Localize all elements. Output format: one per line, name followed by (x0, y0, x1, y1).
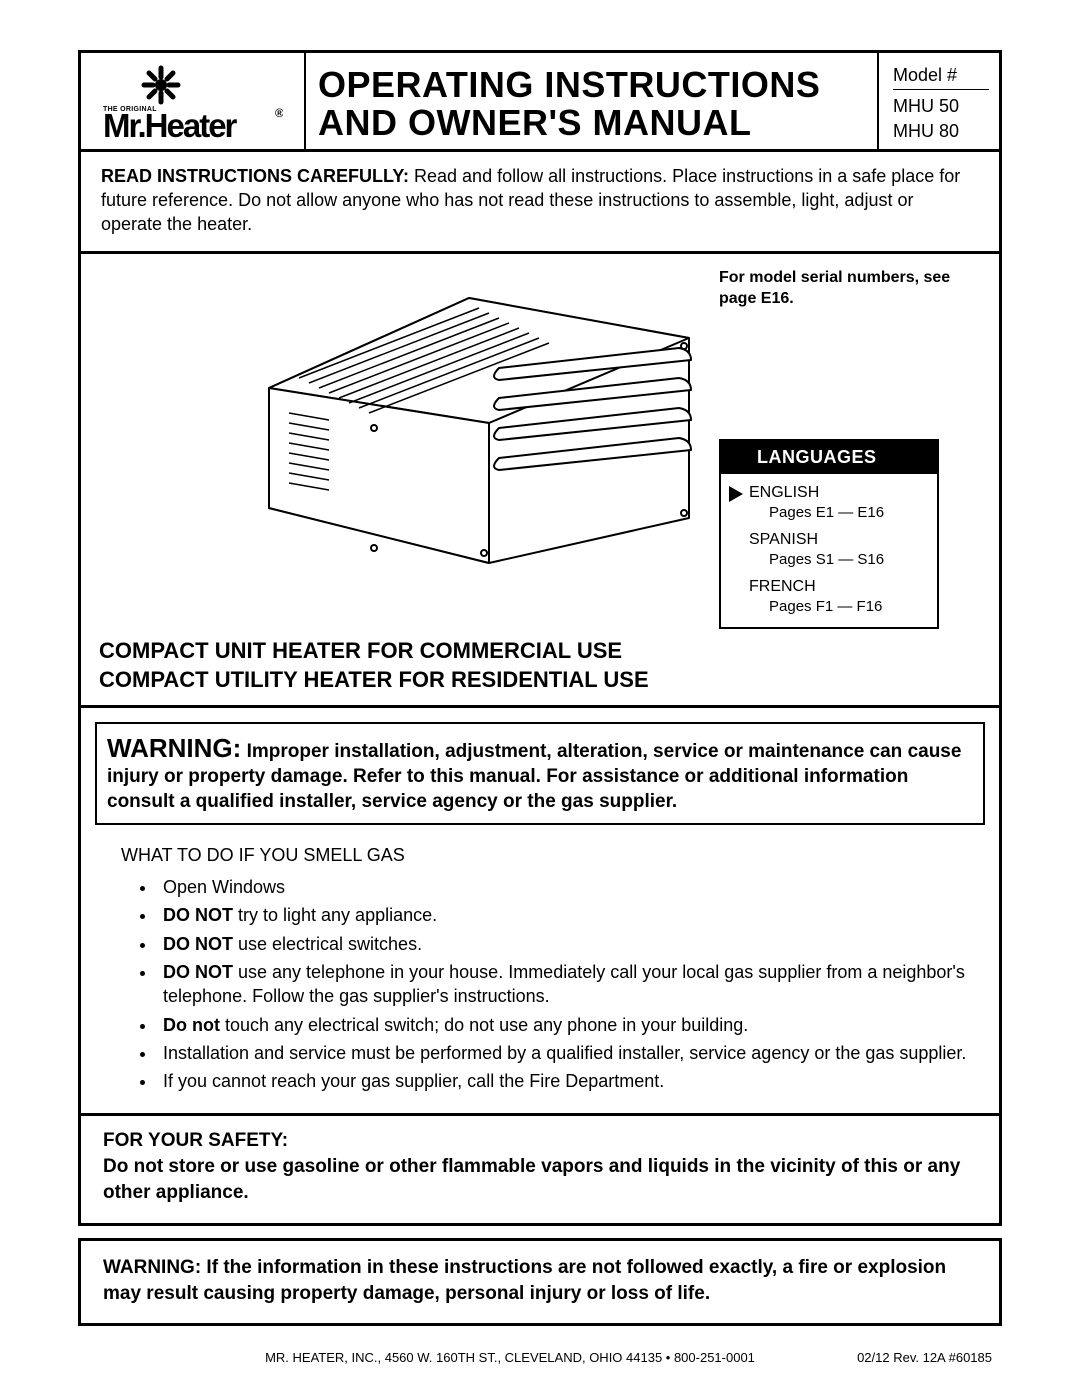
languages-box: LANGUAGES ENGLISH Pages E1 — E16 SPANISH… (719, 439, 939, 629)
gas-item-text: try to light any appliance. (233, 905, 437, 925)
warning-box-2: WARNING: If the information in these ins… (78, 1238, 1002, 1325)
language-item-french: FRENCH Pages F1 — F16 (731, 578, 927, 615)
gas-item-bold: DO NOT (163, 934, 233, 954)
model-label: Model # (893, 63, 989, 87)
language-pages: Pages F1 — F16 (749, 598, 927, 615)
safety-lead: FOR YOUR SAFETY: (103, 1128, 977, 1154)
hero-right-column: For model serial numbers, see page E16. … (709, 268, 981, 630)
model-divider (893, 89, 989, 90)
language-pages: Pages S1 — S16 (749, 551, 927, 568)
gas-item-text: Installation and service must be perform… (163, 1043, 966, 1063)
hero-row: For model serial numbers, see page E16. … (99, 268, 981, 630)
gas-item: Installation and service must be perform… (157, 1041, 971, 1065)
footer-revision: 02/12 Rev. 12A #60185 (772, 1350, 992, 1365)
gas-smell-section: WHAT TO DO IF YOU SMELL GAS Open Windows… (81, 825, 999, 1108)
gas-item: DO NOT use any telephone in your house. … (157, 960, 971, 1009)
gas-item-text: touch any electrical switch; do not use … (220, 1015, 748, 1035)
title-line-1: OPERATING INSTRUCTIONS (318, 66, 865, 104)
gas-item: DO NOT try to light any appliance. (157, 903, 971, 927)
read-instructions-box: READ INSTRUCTIONS CAREFULLY: Read and fo… (81, 152, 999, 254)
mid-section: For model serial numbers, see page E16. … (81, 254, 999, 708)
gas-smell-list: Open Windows DO NOT try to light any app… (121, 875, 971, 1093)
warning-box-1: WARNING: Improper installation, adjustme… (95, 722, 985, 825)
gas-item: Do not touch any electrical switch; do n… (157, 1013, 971, 1037)
model-cell: Model # MHU 50 MHU 80 (879, 53, 999, 149)
gas-smell-title: WHAT TO DO IF YOU SMELL GAS (121, 843, 971, 867)
footer-company: MR. HEATER, INC., 4560 W. 160TH ST., CLE… (88, 1350, 772, 1365)
gas-item: Open Windows (157, 875, 971, 899)
subtitle-line-1: COMPACT UNIT HEATER FOR COMMERCIAL USE (99, 637, 981, 666)
title-line-2: AND OWNER'S MANUAL (318, 104, 865, 142)
language-item-spanish: SPANISH Pages S1 — S16 (731, 531, 927, 568)
gas-item: If you cannot reach your gas supplier, c… (157, 1069, 971, 1093)
hero-left-spacer (99, 268, 239, 630)
language-pages: Pages E1 — E16 (749, 504, 927, 521)
gas-item-bold: Do not (163, 1015, 220, 1035)
languages-body: ENGLISH Pages E1 — E16 SPANISH Pages S1 … (721, 474, 937, 627)
gas-item-text: use electrical switches. (233, 934, 422, 954)
svg-text:Mr.Heater: Mr.Heater (103, 107, 238, 143)
gas-item-text: use any telephone in your house. Immedia… (163, 962, 965, 1006)
model-number-1: MHU 50 (893, 94, 989, 118)
product-illustration (239, 268, 709, 630)
header-row: THE ORIGINAL Mr.Heater ® OPERATING INSTR… (81, 53, 999, 152)
safety-body: Do not store or use gasoline or other fl… (103, 1154, 977, 1205)
subtitle-line-2: COMPACT UTILITY HEATER FOR RESIDENTIAL U… (99, 666, 981, 695)
title-cell: OPERATING INSTRUCTIONS AND OWNER'S MANUA… (306, 53, 879, 149)
languages-heading: LANGUAGES (721, 441, 937, 474)
language-item-english: ENGLISH Pages E1 — E16 (731, 484, 927, 521)
language-name: SPANISH (749, 531, 927, 549)
gas-item-bold: DO NOT (163, 962, 233, 982)
page-footer: MR. HEATER, INC., 4560 W. 160TH ST., CLE… (78, 1350, 1002, 1365)
model-number-2: MHU 80 (893, 119, 989, 143)
product-subtitle: COMPACT UNIT HEATER FOR COMMERCIAL USE C… (99, 637, 981, 694)
gas-item-text: If you cannot reach your gas supplier, c… (163, 1071, 664, 1091)
warning-2-text: WARNING: If the information in these ins… (103, 1257, 946, 1304)
language-name: FRENCH (749, 578, 927, 596)
gas-item-bold: DO NOT (163, 905, 233, 925)
brand-logo: THE ORIGINAL Mr.Heater ® (103, 65, 283, 143)
svg-text:®: ® (275, 106, 283, 120)
intro-lead: READ INSTRUCTIONS CAREFULLY: (101, 166, 409, 186)
logo-cell: THE ORIGINAL Mr.Heater ® (81, 53, 306, 149)
manual-cover-page: THE ORIGINAL Mr.Heater ® OPERATING INSTR… (78, 50, 1002, 1365)
safety-box: FOR YOUR SAFETY: Do not store or use gas… (81, 1113, 999, 1223)
warning-lead: WARNING: (107, 733, 241, 763)
gas-item: DO NOT use electrical switches. (157, 932, 971, 956)
language-name: ENGLISH (749, 484, 927, 502)
gas-item-text: Open Windows (163, 877, 285, 897)
active-language-marker-icon (729, 486, 743, 502)
outer-frame: THE ORIGINAL Mr.Heater ® OPERATING INSTR… (78, 50, 1002, 1226)
serial-note: For model serial numbers, see page E16. (719, 268, 981, 310)
